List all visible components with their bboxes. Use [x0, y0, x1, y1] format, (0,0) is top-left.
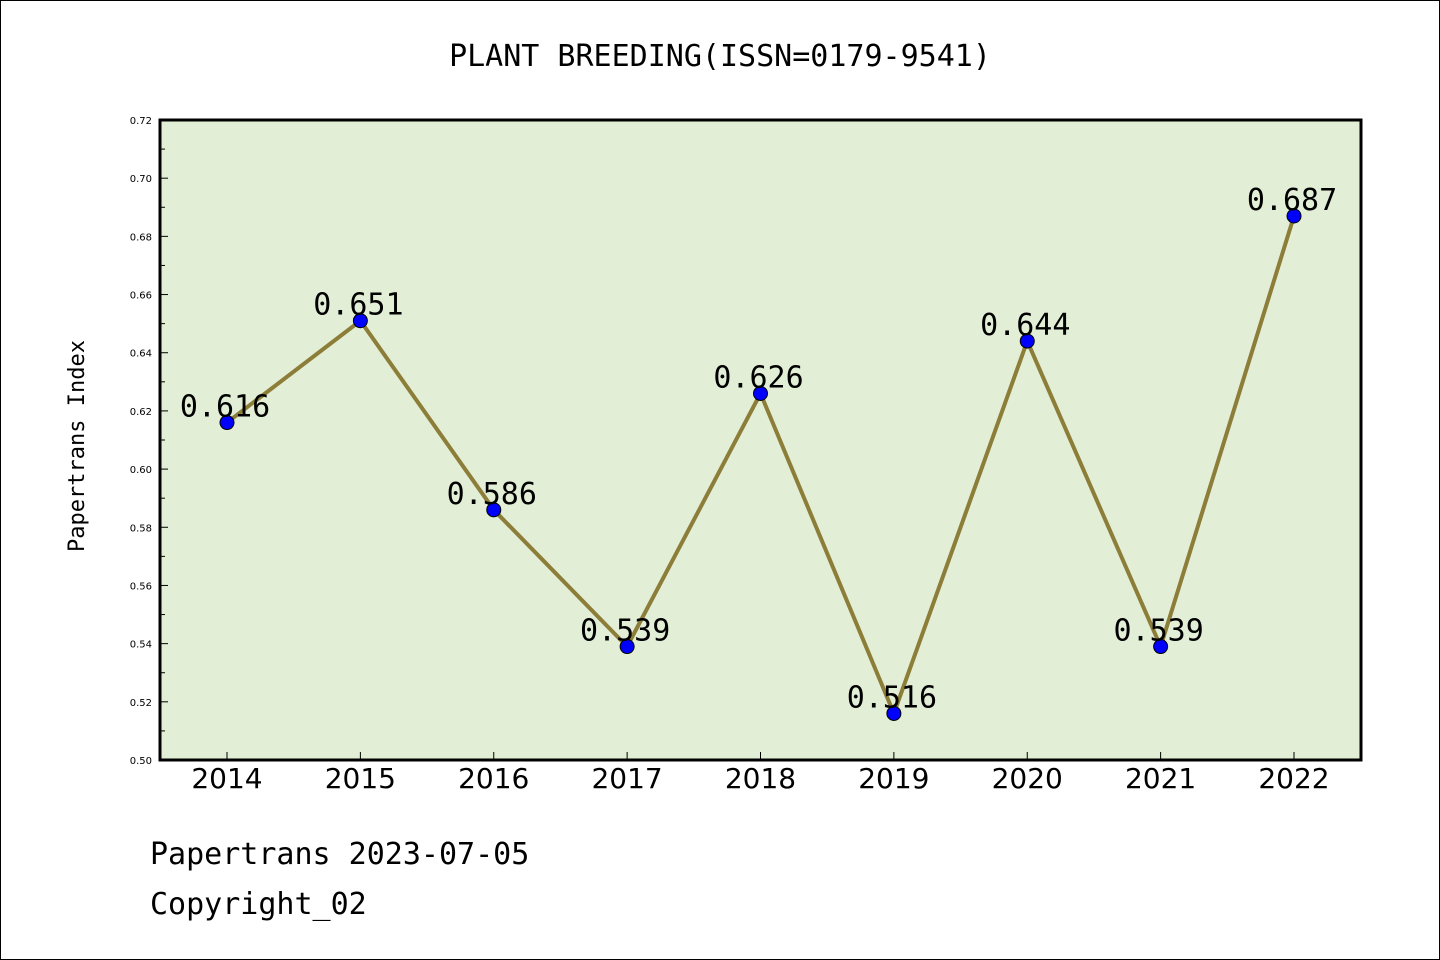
data-label: 0.651 [313, 288, 403, 323]
x-tick-label: 2014 [191, 762, 262, 795]
y-tick-label: 0.52 [130, 698, 152, 709]
data-label: 0.516 [847, 680, 937, 715]
data-point [486, 502, 502, 518]
data-point [619, 639, 635, 655]
data-label: 0.687 [1247, 183, 1337, 218]
data-label: 0.626 [713, 360, 803, 395]
x-tick-label: 2019 [858, 762, 929, 795]
data-point [219, 415, 235, 431]
data-label: 0.539 [1113, 614, 1203, 649]
y-tick-label: 0.62 [130, 407, 152, 418]
data-point [1153, 639, 1169, 655]
y-tick-label: 0.60 [130, 465, 152, 476]
x-tick-label: 2021 [1125, 762, 1196, 795]
y-tick-label: 0.64 [130, 349, 152, 360]
chart-title: PLANT BREEDING(ISSN=0179-9541) [449, 39, 991, 74]
y-tick-label: 0.68 [130, 232, 152, 243]
x-tick-label: 2017 [591, 762, 662, 795]
x-tick-label: 2016 [458, 762, 529, 795]
data-point [753, 385, 768, 401]
y-axis: 0.50 0.52 0.54 0.56 0.58 0.60 0.62 0.64 0.66 0.68… [130, 116, 168, 767]
series-markers [219, 208, 1302, 721]
data-point [1019, 333, 1035, 349]
x-axis: 2014 2015 2016 2017 2018 2019 2020 2021 2022 [191, 752, 1330, 795]
y-tick-label: 0.58 [130, 523, 152, 534]
data-label: 0.644 [980, 308, 1070, 343]
data-label: 0.539 [580, 614, 670, 649]
y-tick-label: 0.50 [130, 756, 152, 767]
y-tick-label: 0.56 [130, 581, 152, 592]
y-tick-label: 0.72 [130, 116, 152, 127]
data-label: 0.586 [447, 477, 537, 512]
x-tick-label: 2020 [992, 762, 1063, 795]
data-point [352, 313, 368, 329]
y-tick-label: 0.54 [130, 640, 152, 651]
plot-area [158, 118, 1363, 762]
footer-date: Papertrans 2023-07-05 [150, 837, 529, 872]
data-label: 0.616 [180, 390, 270, 425]
x-tick-label: 2018 [725, 762, 796, 795]
y-axis-label: Papertrans Index [65, 340, 90, 552]
y-tick-label: 0.66 [130, 291, 152, 302]
x-tick-label: 2015 [325, 762, 396, 795]
footer-copyright: Copyright_02 [150, 887, 367, 922]
y-tick-label: 0.70 [130, 174, 152, 185]
data-point [886, 705, 902, 721]
x-tick-label: 2022 [1258, 762, 1329, 795]
data-labels: 0.616 0.651 0.586 0.539 0.626 0.516 0.644 0.539… [180, 183, 1337, 715]
data-point [1286, 208, 1302, 224]
